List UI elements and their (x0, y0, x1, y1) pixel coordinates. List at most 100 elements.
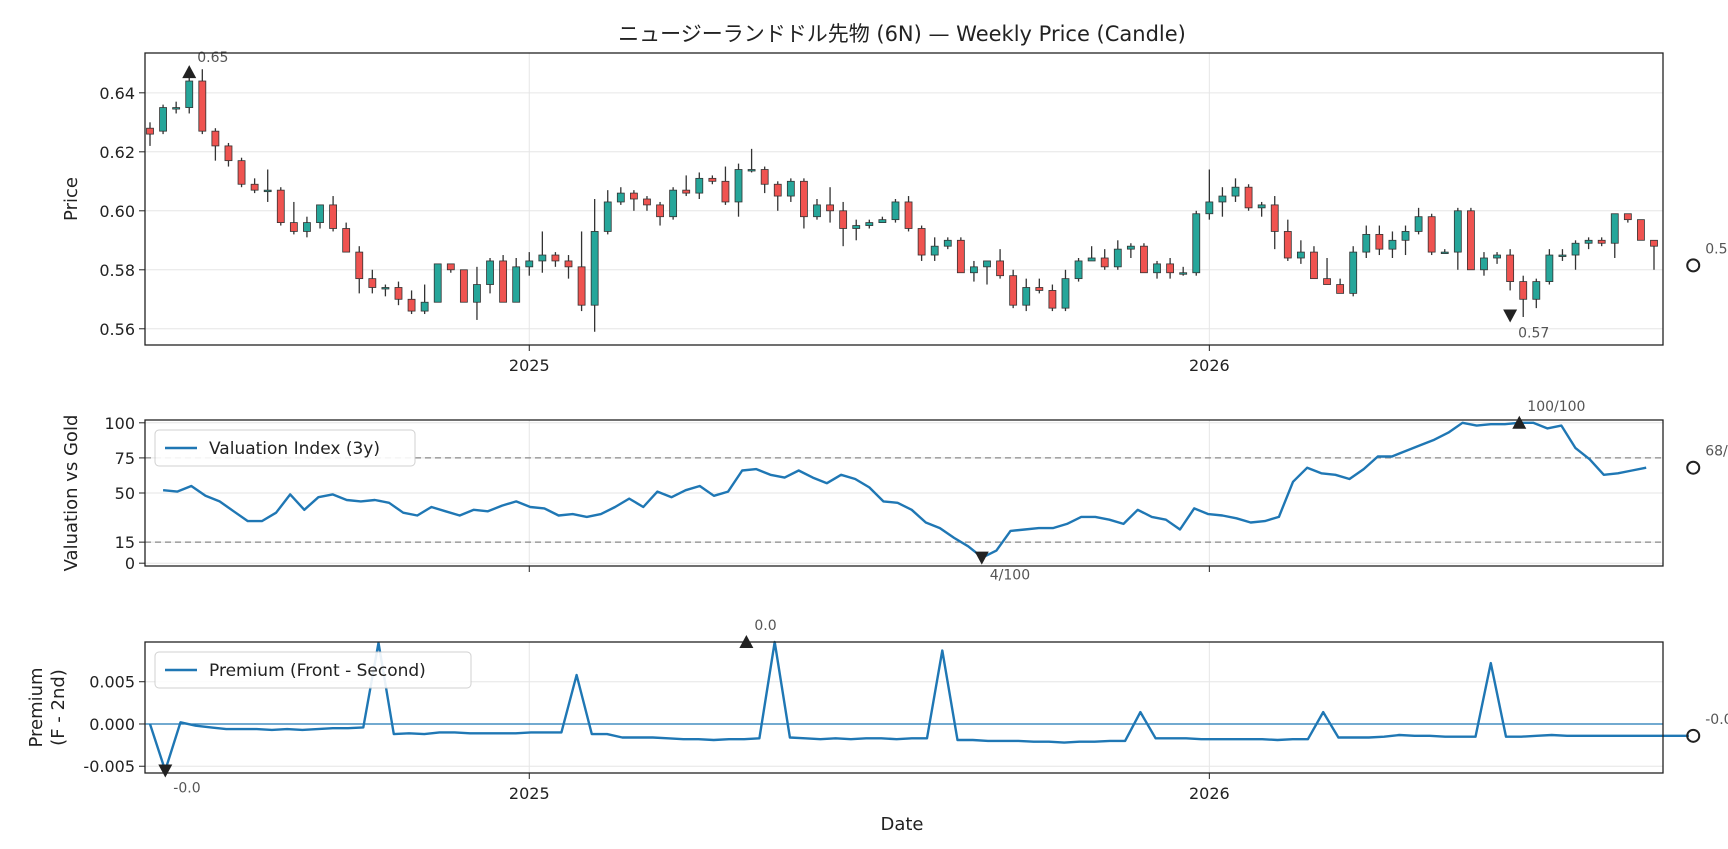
candle-body (224, 145, 233, 162)
candle-body (1506, 254, 1515, 282)
annotation-marker (1512, 415, 1527, 429)
annotation-label: 0.58 (1705, 241, 1728, 257)
y-axis-label: Price (61, 177, 82, 221)
candle-body (891, 201, 900, 221)
annotation-marker (1686, 728, 1701, 743)
candle-body (1571, 242, 1580, 256)
legend-box (154, 429, 416, 467)
candle-body (1401, 231, 1410, 241)
series-line (162, 421, 1647, 559)
candle-body (1375, 233, 1384, 250)
chart-title: ニュージーランドドル先物 (6N) — Weekly Price (Candle… (618, 22, 1186, 46)
y-tick-label: -0.005 (83, 757, 135, 776)
candle-body (682, 189, 691, 194)
annotation-label: 0.65 (197, 50, 228, 66)
candle-body (1467, 210, 1475, 271)
candle-body (1296, 251, 1305, 259)
candle-body (473, 284, 481, 303)
candle-body (943, 239, 952, 247)
candle-body (1035, 287, 1044, 291)
price-panel: 0.56 0.58 0.60 0.62 0.64 2025 2026 Price 0.65 0.5… (61, 50, 1728, 375)
candle-body (1480, 257, 1488, 271)
x-tick-label: 2025 (509, 784, 550, 803)
candle-body (1414, 216, 1423, 232)
candle-body (433, 263, 442, 303)
y-tick-label: 0.58 (99, 261, 135, 280)
candle-body (603, 201, 612, 232)
annotation-label: 4/100 (990, 568, 1030, 584)
candle-body (1650, 239, 1658, 247)
annotation-label: 0.0 (754, 618, 776, 634)
annotation-marker (1686, 460, 1701, 475)
candle-body (996, 260, 1004, 277)
candle-body (1493, 254, 1501, 259)
candle-body (303, 222, 311, 232)
candle-body (172, 107, 181, 110)
candle-body (1192, 213, 1201, 274)
candle-body (146, 127, 154, 135)
candle-body (263, 189, 272, 193)
candle-body (1558, 254, 1567, 257)
candle-body (1218, 195, 1227, 203)
candle-body (813, 204, 821, 218)
candle-body (1310, 251, 1318, 280)
candle-body (538, 254, 547, 262)
y-tick-label: 0.56 (99, 320, 135, 339)
candle-body (250, 183, 259, 191)
candle-body (499, 260, 508, 303)
candle-body (917, 228, 926, 256)
annotation-label: -0.0 (1705, 712, 1728, 728)
y-tick-label: 0.62 (99, 143, 135, 162)
candle-body (486, 260, 494, 285)
candle-body (1270, 204, 1279, 232)
candle-body (551, 254, 560, 262)
candle-body (1440, 251, 1449, 254)
candle-body (211, 130, 220, 147)
candle-body (1545, 254, 1554, 282)
x-axis-label: Date (880, 814, 923, 835)
candle-body (970, 266, 978, 274)
candle-body (590, 231, 599, 306)
annotation-label: -0.0 (173, 780, 200, 796)
x-tick-label: 2026 (1189, 784, 1230, 803)
annotation-label: 0.57 (1518, 326, 1549, 342)
candle-body (786, 180, 795, 197)
annotation-marker (1686, 258, 1701, 273)
candle-body (643, 198, 651, 206)
candle-body (1100, 257, 1109, 268)
candle-body (904, 201, 913, 229)
y-tick-label: 15 (115, 533, 135, 552)
valuation-panel: 0 15 50 75 100 Valuation vs Gold 100/100 4/100 6… (61, 399, 1728, 584)
axes-frame (144, 641, 1664, 774)
annotation-marker (1503, 309, 1518, 323)
y-axis-label: Valuation vs Gold (61, 415, 82, 572)
candle-body (708, 177, 717, 182)
series-line (148, 640, 1689, 772)
candle-body (616, 192, 625, 203)
candle-body (1074, 260, 1083, 280)
candle-body (342, 228, 351, 253)
candle-body (1126, 245, 1135, 250)
candle-body (826, 204, 834, 212)
legend-label: Valuation Index (3y) (209, 439, 380, 459)
candle-body (760, 169, 769, 185)
axes-frame (144, 52, 1664, 346)
candle-body (1597, 239, 1606, 244)
y-tick-label: 50 (115, 484, 135, 503)
candle-body (747, 169, 756, 172)
candle-body (1140, 245, 1148, 274)
axes-frame (144, 419, 1664, 567)
candle-body (459, 269, 468, 303)
y-tick-label: 0.64 (99, 84, 135, 103)
candle-body (1061, 278, 1070, 309)
candle-body (656, 204, 664, 218)
premium-panel: -0.005 0.000 0.005 2025 2026 Premium(F - 2nd)… (26, 618, 1728, 803)
candle-body (381, 287, 390, 290)
candle-body (394, 287, 403, 300)
candle-body (1388, 239, 1397, 250)
annotation-label: 68/100 (1705, 444, 1728, 460)
annotation-label: 100/100 (1527, 399, 1585, 415)
candle-body (1453, 210, 1462, 253)
annotation-marker (182, 65, 197, 79)
candle-body (956, 239, 965, 274)
